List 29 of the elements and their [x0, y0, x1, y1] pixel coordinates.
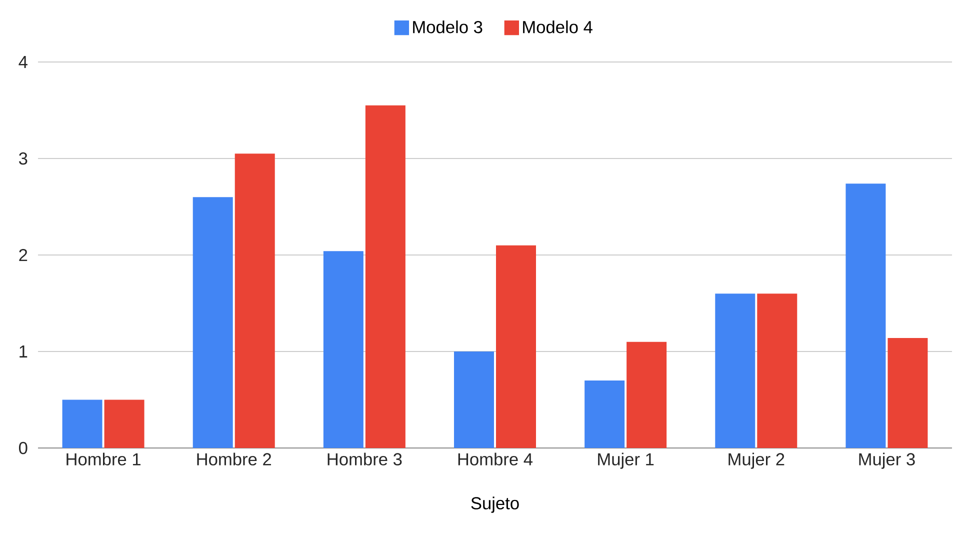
bar	[626, 342, 667, 448]
bar	[323, 251, 364, 448]
bar	[496, 245, 536, 448]
bar	[888, 338, 928, 448]
legend-label: Modelo 3	[413, 20, 482, 34]
x-tick-label: Hombre 3	[328, 452, 402, 466]
y-tick-label: 0	[18, 442, 28, 454]
bar	[584, 380, 625, 448]
bar	[62, 400, 102, 448]
bar	[234, 154, 275, 448]
bar	[757, 294, 798, 448]
bar	[104, 400, 144, 448]
x-tick-label: Mujer 2	[728, 452, 784, 469]
x-tick-label: Hombre 4	[458, 452, 533, 466]
y-tick-label: 4	[18, 56, 28, 68]
bar	[192, 197, 233, 448]
y-tick-label: 2	[19, 248, 28, 262]
bar	[365, 105, 406, 448]
bar	[846, 184, 886, 448]
x-axis-title: Sujeto	[471, 496, 519, 513]
legend-label: Modelo 4	[523, 20, 592, 34]
x-tick-label: Mujer 3	[859, 452, 915, 469]
y-tick-label: 1	[20, 346, 28, 358]
bar	[454, 352, 494, 448]
y-tick-label: 3	[18, 152, 28, 165]
x-tick-label: Hombre 2	[197, 452, 272, 466]
bar	[715, 294, 756, 448]
x-tick-label: Mujer 1	[598, 452, 654, 469]
x-tick-label: Hombre 1	[66, 452, 140, 466]
